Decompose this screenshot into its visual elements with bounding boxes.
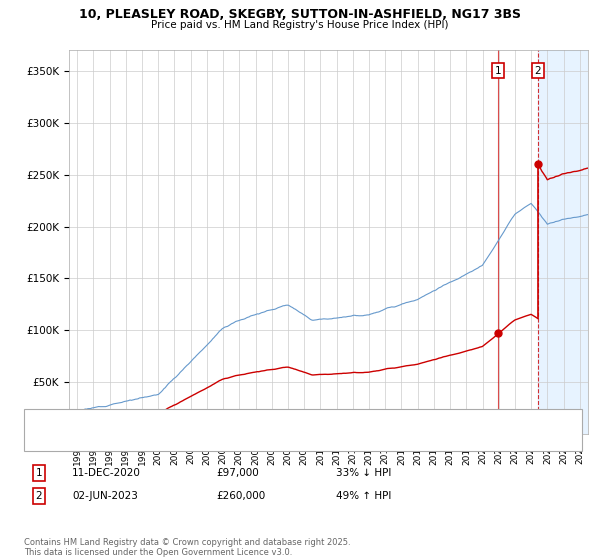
Text: 02-JUN-2023: 02-JUN-2023 (72, 491, 138, 501)
Text: 49% ↑ HPI: 49% ↑ HPI (336, 491, 391, 501)
Text: 2: 2 (35, 491, 43, 501)
Text: 10, PLEASLEY ROAD, SKEGBY, SUTTON-IN-ASHFIELD, NG17 3BS (semi-detached house): 10, PLEASLEY ROAD, SKEGBY, SUTTON-IN-ASH… (63, 416, 474, 425)
Text: ———: ——— (30, 416, 50, 426)
Text: 2: 2 (535, 66, 541, 76)
Text: Contains HM Land Registry data © Crown copyright and database right 2025.
This d: Contains HM Land Registry data © Crown c… (24, 538, 350, 557)
Bar (538, 50, 588, 434)
Text: 11-DEC-2020: 11-DEC-2020 (72, 468, 141, 478)
Text: £260,000: £260,000 (216, 491, 265, 501)
Text: Price paid vs. HM Land Registry's House Price Index (HPI): Price paid vs. HM Land Registry's House … (151, 20, 449, 30)
Text: 1: 1 (35, 468, 43, 478)
Text: 1: 1 (495, 66, 502, 76)
Text: 10, PLEASLEY ROAD, SKEGBY, SUTTON-IN-ASHFIELD, NG17 3BS: 10, PLEASLEY ROAD, SKEGBY, SUTTON-IN-ASH… (79, 8, 521, 21)
Text: £97,000: £97,000 (216, 468, 259, 478)
Text: HPI: Average price, semi-detached house, Ashfield: HPI: Average price, semi-detached house,… (63, 436, 303, 445)
Text: ———: ——— (30, 435, 50, 445)
Text: 33% ↓ HPI: 33% ↓ HPI (336, 468, 391, 478)
